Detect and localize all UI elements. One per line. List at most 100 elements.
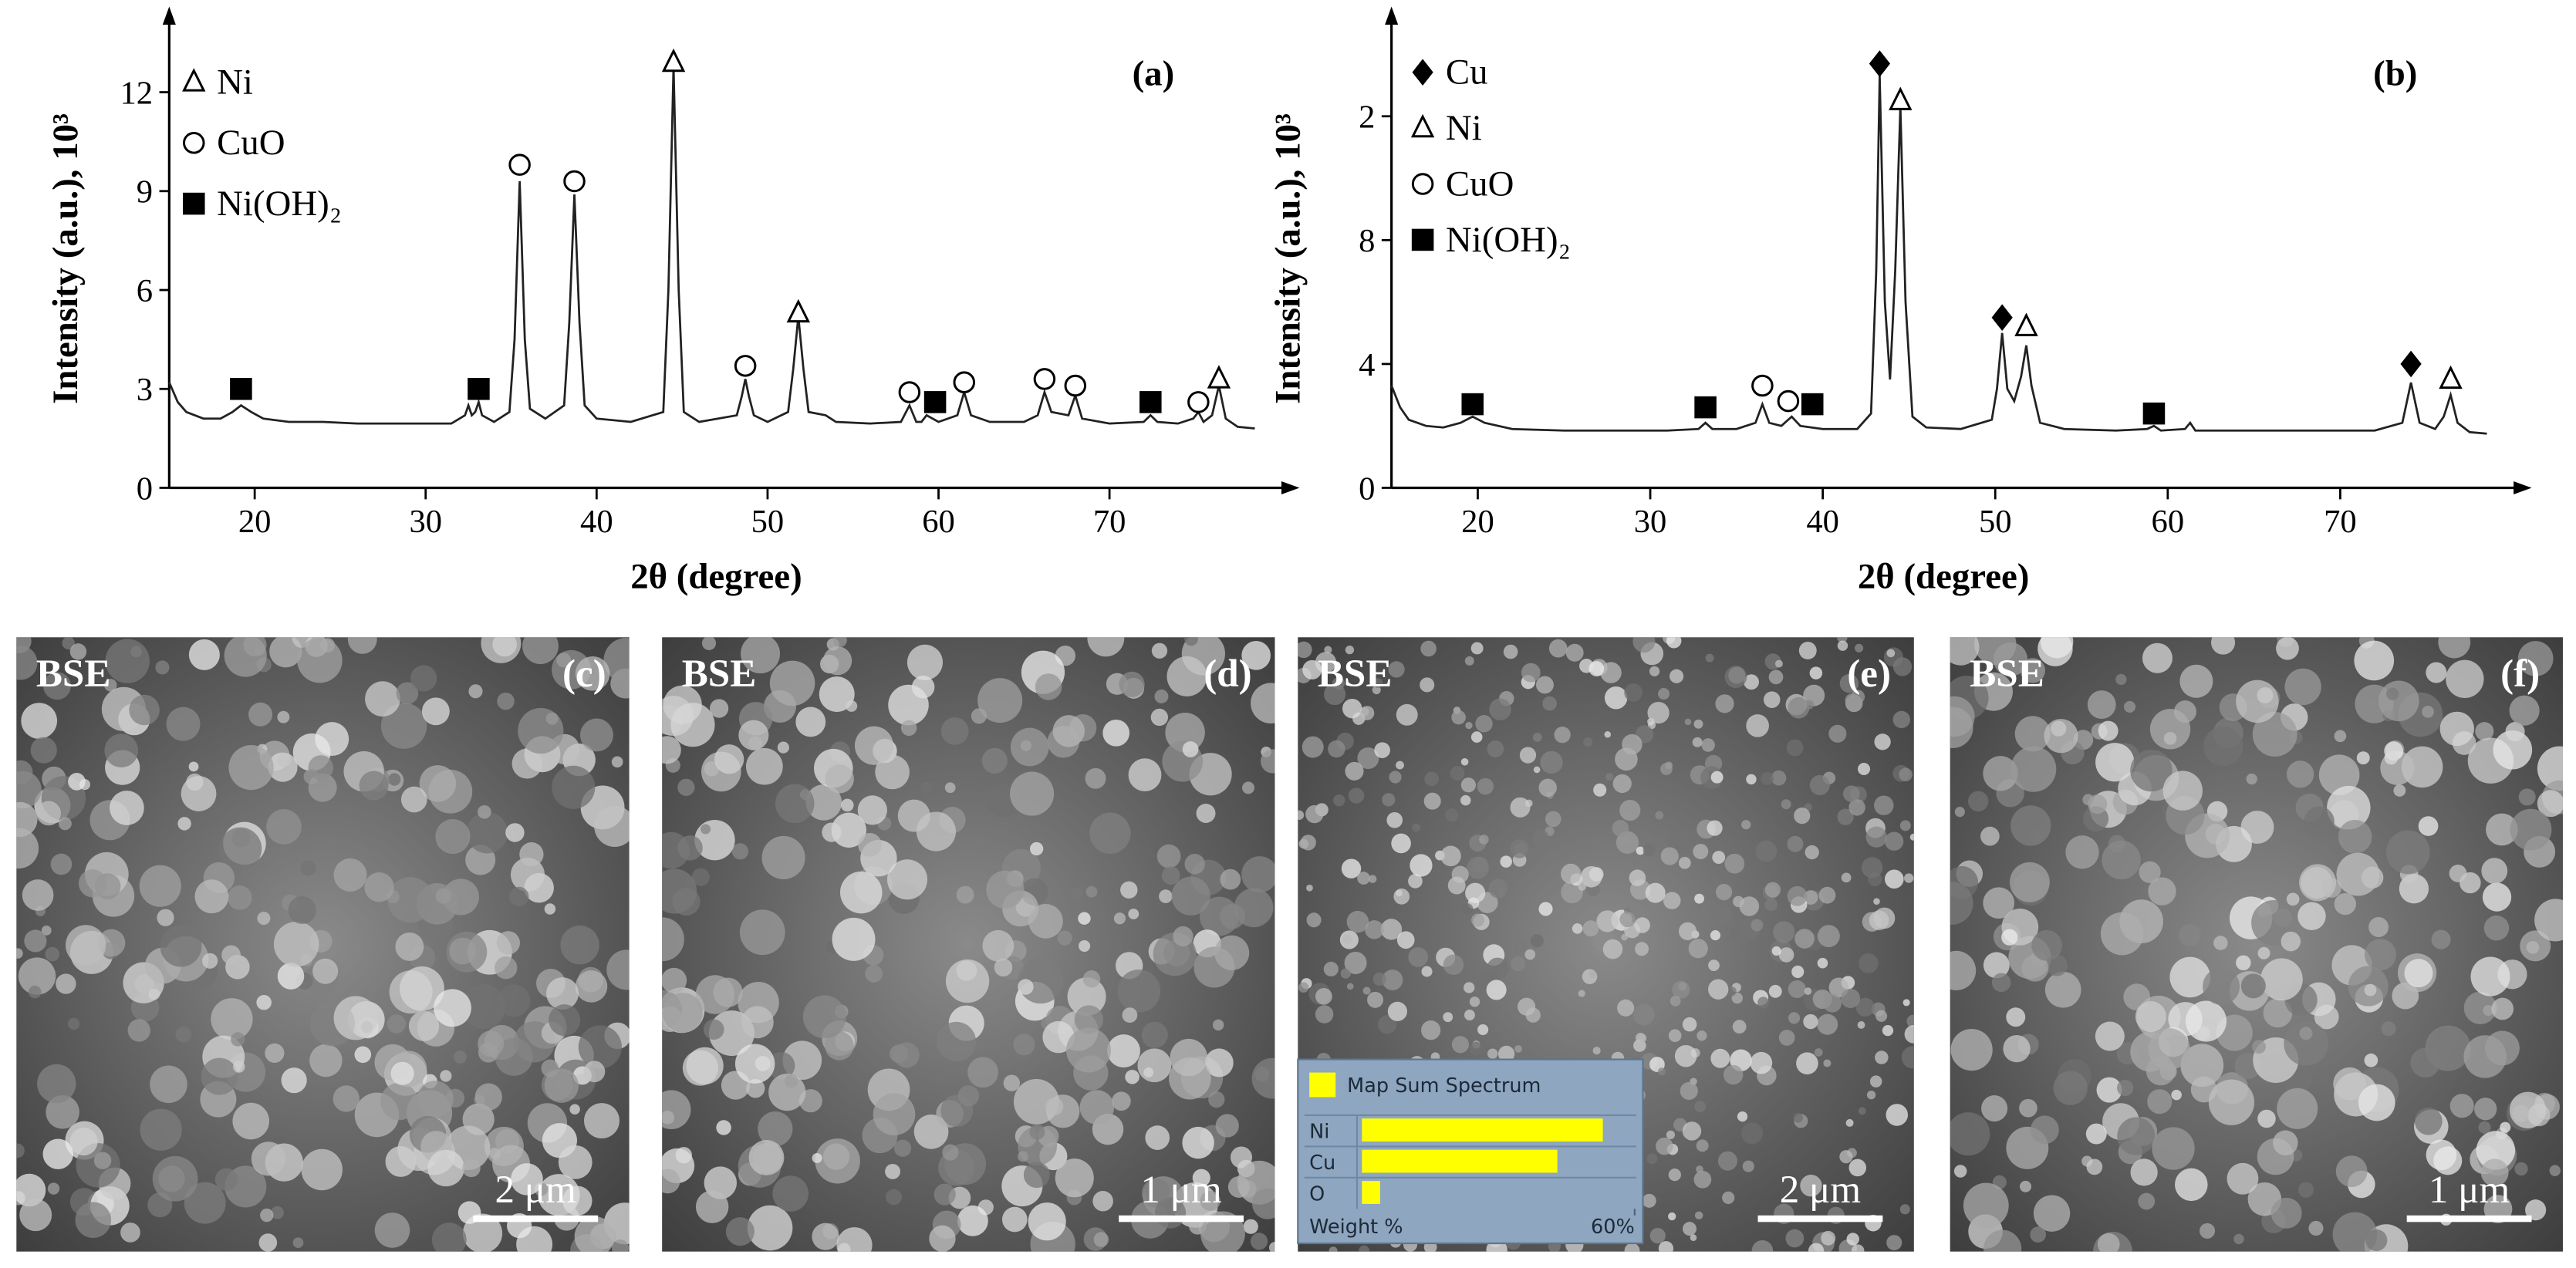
particle [69, 643, 87, 660]
particle [1260, 749, 1275, 774]
particle [309, 1044, 343, 1077]
particle [1391, 833, 1411, 854]
particle [2263, 998, 2293, 1028]
particle [256, 994, 272, 1010]
particle [390, 1061, 414, 1085]
particle [1858, 762, 1871, 776]
particle [1678, 922, 1697, 940]
particle [308, 773, 337, 802]
particle [1589, 970, 1597, 978]
particle [16, 828, 39, 869]
particle [1732, 1020, 1747, 1034]
particle [2297, 902, 2326, 931]
particle [1761, 772, 1774, 785]
particle [1329, 1246, 1338, 1252]
particle [1445, 808, 1459, 822]
particle [1619, 799, 1641, 821]
particle [832, 637, 847, 647]
particle [1089, 812, 1131, 854]
particle [1787, 885, 1808, 906]
particle [846, 700, 858, 712]
particle [2130, 749, 2173, 792]
particle [1983, 756, 2018, 791]
particle [854, 726, 893, 765]
particle [957, 1085, 980, 1107]
particle [2449, 865, 2467, 882]
particle [583, 1061, 606, 1083]
y-tick-label: 6 [137, 273, 153, 309]
particle [2514, 1162, 2528, 1176]
particle [1298, 982, 1309, 993]
particle [231, 1032, 245, 1047]
particle [498, 984, 531, 1017]
particle [1166, 656, 1207, 696]
particle [1904, 873, 1914, 883]
particle [1837, 640, 1848, 651]
particle [1817, 925, 1840, 948]
particle [1200, 1190, 1220, 1211]
particle [1788, 980, 1806, 999]
scale-bar [2406, 1215, 2532, 1222]
particle [832, 917, 876, 961]
particle [1518, 997, 1536, 1016]
particle [1787, 835, 1804, 852]
particle [1196, 804, 1216, 823]
particle [1882, 1024, 1894, 1037]
particle [1389, 771, 1402, 784]
particle [478, 804, 491, 819]
particle [1214, 935, 1250, 970]
particle [2019, 1180, 2032, 1192]
particle [1344, 951, 1367, 974]
particle [1582, 920, 1599, 937]
particle [2364, 983, 2377, 997]
particle [2318, 754, 2360, 796]
particle [1680, 1081, 1698, 1101]
particle [1346, 983, 1354, 990]
particle [127, 1019, 150, 1042]
particle [2095, 1021, 2125, 1051]
particle [19, 1199, 52, 1232]
y-tick-label: 3 [137, 372, 153, 408]
particle [825, 1031, 854, 1061]
particle [1137, 1048, 1172, 1083]
particle [1125, 1070, 1139, 1084]
particle [1950, 882, 1973, 926]
particle [333, 858, 367, 892]
bar [1362, 1118, 1603, 1142]
particle [181, 776, 217, 811]
particle [2414, 1107, 2443, 1135]
particle [1724, 666, 1747, 688]
particle [2381, 1021, 2396, 1037]
particle [2481, 858, 2508, 884]
particle [2088, 794, 2108, 814]
particle [1230, 1146, 1253, 1169]
particle [2252, 1040, 2266, 1054]
particle [1655, 811, 1664, 820]
particle [1010, 771, 1055, 816]
particle [2334, 892, 2356, 916]
particle [1042, 1020, 1075, 1054]
particle [745, 747, 783, 785]
particle [575, 656, 610, 691]
particle [1467, 856, 1489, 879]
particle [166, 707, 201, 741]
particle [2418, 816, 2439, 836]
x-tick-label: 60 [922, 504, 955, 540]
particle [1683, 1222, 1697, 1236]
particle [462, 1158, 481, 1178]
particle [1328, 740, 1345, 758]
particle [1013, 1078, 1059, 1125]
particle [967, 1057, 998, 1088]
xrd-curve [1390, 76, 2487, 435]
particle [333, 996, 378, 1040]
phase-marker [2400, 350, 2422, 378]
particle [1717, 1151, 1737, 1171]
particle [1374, 742, 1390, 758]
particle [1215, 1114, 1239, 1138]
particle [1342, 698, 1362, 719]
particle [606, 949, 630, 990]
particle [2410, 1047, 2440, 1078]
particle [1524, 949, 1536, 960]
particle [1475, 715, 1493, 733]
particle [1396, 931, 1415, 949]
